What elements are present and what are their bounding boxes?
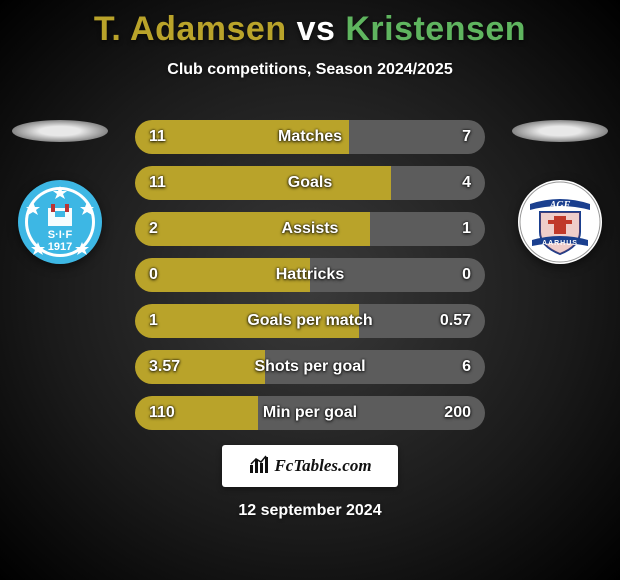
stat-row: 11 4 Goals (135, 166, 485, 200)
player-left-name: T. Adamsen (94, 10, 287, 48)
left-club-column: S·I·F 1917 (10, 120, 110, 264)
stat-row: 2 1 Assists (135, 212, 485, 246)
stat-right-value: 0 (462, 266, 471, 284)
svg-text:S·I·F: S·I·F (48, 229, 73, 241)
date-label: 12 september 2024 (0, 502, 620, 520)
stat-left-value: 3.57 (149, 358, 180, 376)
subtitle: Club competitions, Season 2024/2025 (0, 61, 620, 79)
stat-left-value: 1 (149, 312, 158, 330)
agf-badge: AGF AARHUS (518, 180, 602, 264)
player-right-name: Kristensen (345, 10, 526, 48)
stat-right-value: 200 (444, 404, 471, 422)
stat-label: Min per goal (263, 404, 357, 422)
svg-text:AGF: AGF (549, 200, 571, 211)
stat-row: 3.57 6 Shots per goal (135, 350, 485, 384)
stat-row: 110 200 Min per goal (135, 396, 485, 430)
stat-left-bar (135, 166, 391, 200)
stat-left-value: 11 (149, 128, 166, 146)
comparison-title: T. Adamsen vs Kristensen (0, 0, 620, 49)
right-club-column: AGF AARHUS (510, 120, 610, 264)
brand-card[interactable]: FcTables.com (222, 445, 398, 487)
svg-text:AARHUS: AARHUS (542, 240, 578, 247)
shadow-ellipse-right (512, 120, 608, 142)
stats-list: 11 7 Matches 11 4 Goals 2 1 Assists 0 0 Hattricks 1 0… (135, 120, 485, 430)
stat-label: Hattricks (276, 266, 344, 284)
svg-text:1917: 1917 (48, 241, 72, 253)
brand-text: FcTables.com (274, 456, 371, 476)
stat-row: 0 0 Hattricks (135, 258, 485, 292)
stat-row: 11 7 Matches (135, 120, 485, 154)
chart-bars-icon (248, 453, 270, 480)
stat-right-value: 0.57 (440, 312, 471, 330)
stat-label: Goals (288, 174, 332, 192)
stat-label: Shots per goal (254, 358, 365, 376)
stat-label: Goals per match (247, 312, 372, 330)
stat-left-value: 11 (149, 174, 166, 192)
stat-left-value: 0 (149, 266, 158, 284)
stat-right-value: 6 (462, 358, 471, 376)
title-vs: vs (297, 10, 336, 48)
sif-badge: S·I·F 1917 (18, 180, 102, 264)
stat-right-value: 4 (462, 174, 471, 192)
stat-row: 1 0.57 Goals per match (135, 304, 485, 338)
shadow-ellipse-left (12, 120, 108, 142)
stat-label: Matches (278, 128, 342, 146)
stat-label: Assists (282, 220, 339, 238)
stat-right-value: 1 (462, 220, 471, 238)
stat-left-value: 110 (149, 404, 175, 422)
stat-left-value: 2 (149, 220, 158, 238)
stat-right-value: 7 (462, 128, 471, 146)
